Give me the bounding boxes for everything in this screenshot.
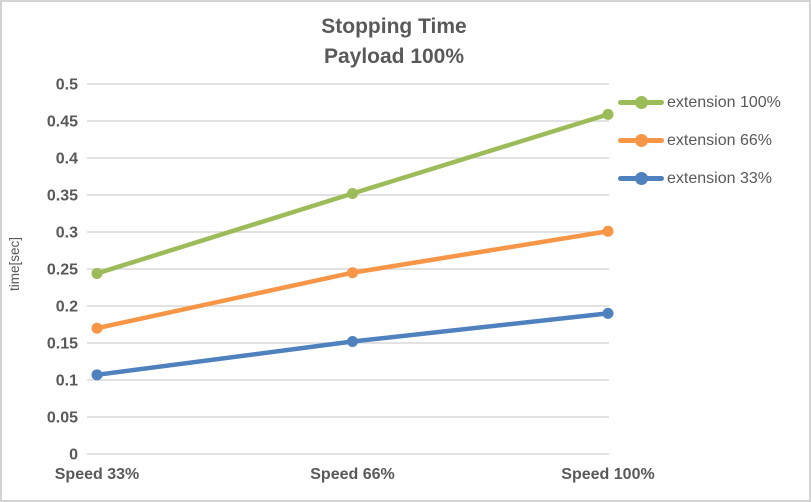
y-tick-label: 0.5 (56, 77, 78, 94)
data-point-marker (602, 225, 614, 237)
legend: extension 100% extension 66% extension 3… (618, 92, 781, 189)
y-axis-title: time[sec] (7, 237, 22, 291)
y-tick-label: 0.15 (47, 336, 78, 353)
legend-line-marker-swatch (618, 171, 664, 187)
y-tick-label: 0.2 (56, 299, 78, 316)
y-tick-label: 0.1 (56, 373, 78, 390)
data-point-marker (91, 369, 103, 381)
legend-label: extension 33% (667, 169, 772, 187)
data-point-marker (347, 267, 358, 279)
series-line-extension-66- (94, 229, 611, 331)
legend-line-marker-swatch (618, 133, 664, 149)
y-tick-label: 0.45 (47, 114, 78, 131)
legend-label: extension 100% (667, 93, 781, 111)
data-point-marker (602, 307, 614, 319)
y-tick-label: 0.4 (56, 151, 78, 168)
data-point-marker (347, 336, 358, 348)
x-category-label: Speed 66% (310, 466, 395, 483)
data-point-marker (91, 322, 103, 334)
y-tick-label: 0.25 (47, 262, 78, 279)
legend-item-extension-66: extension 66% (618, 130, 781, 151)
legend-item-extension-33: extension 33% (618, 168, 781, 189)
data-point-marker (91, 267, 103, 279)
legend-label: extension 66% (667, 131, 772, 149)
y-tick-label: 0.05 (47, 410, 78, 427)
x-category-label: Speed 33% (54, 466, 140, 483)
legend-line-marker-swatch (618, 95, 664, 111)
x-category-label: Speed 100% (561, 466, 655, 483)
y-tick-label: 0.3 (56, 225, 78, 242)
y-tick-label: 0 (69, 447, 78, 464)
y-tick-label: 0.35 (47, 188, 78, 205)
data-point-marker (347, 188, 358, 200)
legend-item-extension-100: extension 100% (618, 92, 781, 113)
data-point-marker (602, 108, 614, 120)
